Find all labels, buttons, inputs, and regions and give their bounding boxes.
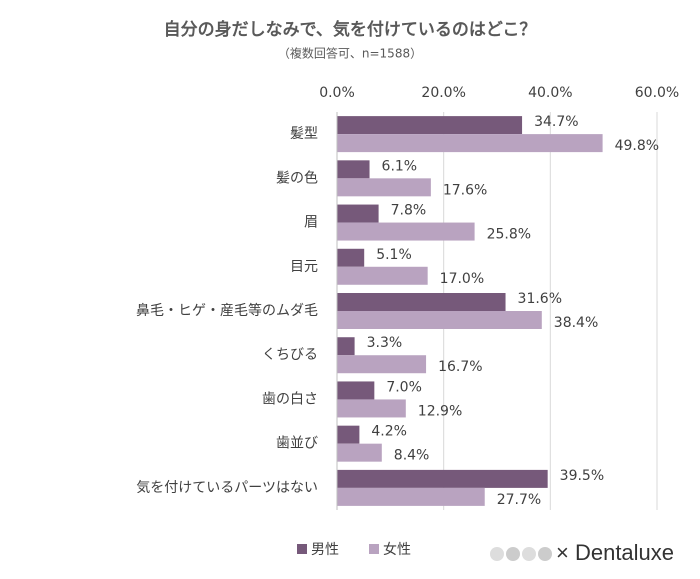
value-label: 17.6% (443, 182, 487, 198)
bar (337, 160, 370, 179)
x-tick-label: 0.0% (319, 85, 355, 101)
value-label: 49.8% (615, 138, 659, 154)
bar (337, 443, 382, 462)
y-tick-label: 歯並び (276, 436, 318, 452)
y-tick-label: くちびる (262, 347, 318, 363)
bar (337, 134, 603, 153)
bar (337, 425, 360, 444)
x-tick-label: 20.0% (421, 85, 465, 101)
bar (337, 487, 485, 506)
brand-text: × Dentaluxe (556, 540, 674, 565)
bar (337, 222, 475, 241)
value-label: 5.1% (376, 247, 412, 263)
legend-label: 男性 (311, 542, 339, 558)
bar (337, 266, 428, 285)
value-label: 38.4% (554, 315, 598, 331)
bar (337, 399, 406, 418)
bar (337, 311, 542, 329)
bar (337, 293, 506, 311)
value-label: 8.4% (394, 448, 430, 464)
chart-subtitle: （複数回答可、n=1588） (278, 46, 422, 61)
bar (337, 204, 379, 223)
bar (337, 381, 375, 400)
value-label: 7.0% (386, 379, 422, 395)
value-label: 6.1% (382, 158, 418, 174)
value-label: 4.2% (371, 424, 407, 440)
bar (337, 248, 365, 267)
value-label: 34.7% (534, 114, 578, 130)
value-label: 16.7% (438, 359, 482, 375)
bar (337, 355, 427, 374)
value-label: 27.7% (497, 492, 541, 508)
value-label: 7.8% (391, 203, 427, 219)
value-label: 12.9% (418, 403, 462, 419)
value-label: 3.3% (367, 335, 403, 351)
y-tick-label: 鼻毛・ヒゲ・産毛等のムダ毛 (136, 302, 318, 319)
y-tick-label: 髪型 (290, 126, 318, 142)
bar (337, 337, 355, 356)
legend-swatch (369, 544, 379, 554)
y-tick-label: 目元 (290, 259, 318, 275)
legend-label: 女性 (383, 541, 411, 558)
value-label: 25.8% (487, 227, 531, 243)
y-tick-label: 髪の色 (276, 169, 318, 186)
legend-swatch (297, 544, 307, 554)
bar (337, 178, 431, 197)
bar (337, 116, 523, 135)
x-tick-label: 40.0% (528, 85, 572, 101)
value-label: 39.5% (560, 468, 604, 484)
y-tick-label: 歯の白さ (262, 391, 318, 407)
chart-title: 自分の身だしなみで、気を付けているのはどこ？ (164, 19, 537, 40)
x-tick-label: 60.0% (635, 85, 679, 101)
bar (337, 469, 548, 488)
value-label: 17.0% (440, 271, 484, 287)
y-tick-label: 眉 (304, 215, 318, 231)
y-tick-label: 気を付けているパーツはない (136, 480, 318, 496)
brand-logo (490, 547, 552, 561)
value-label: 31.6% (518, 291, 562, 307)
